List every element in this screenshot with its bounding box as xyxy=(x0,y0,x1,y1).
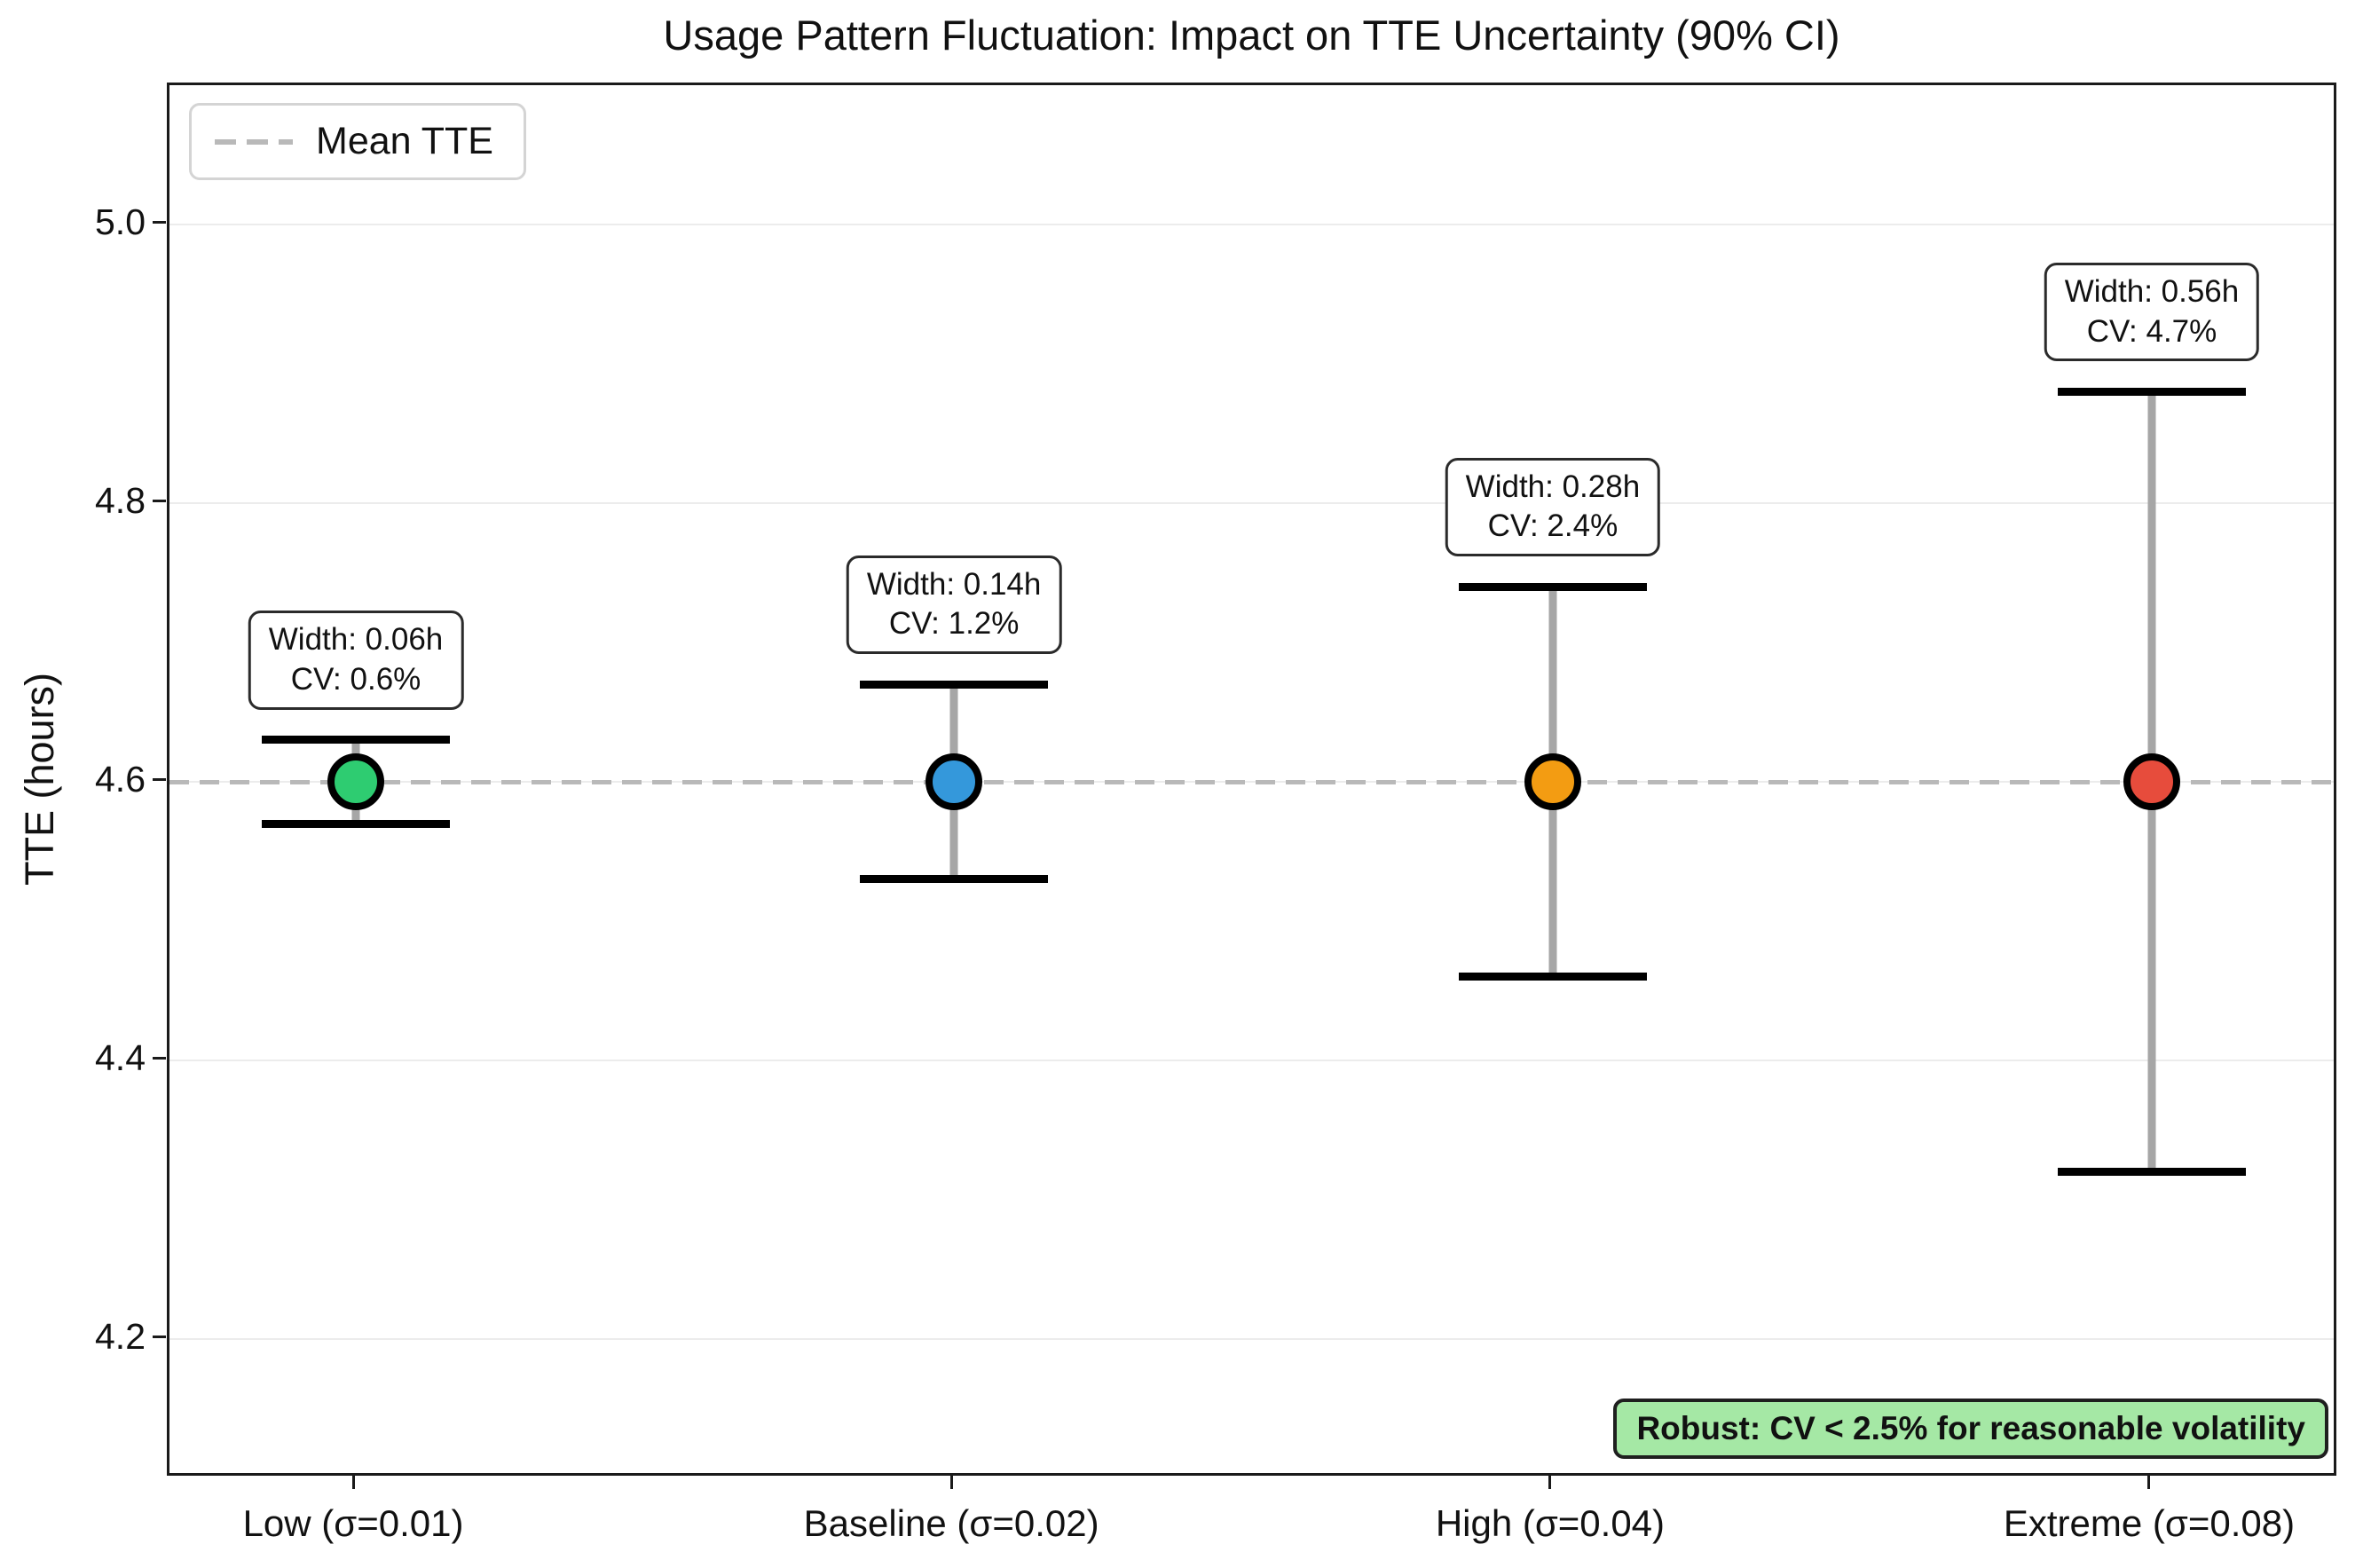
x-tick-mark xyxy=(949,1476,953,1489)
y-tick-mark xyxy=(153,220,166,224)
annotation-cv-label: CV: 1.2% xyxy=(888,606,1020,642)
error-bar-cap-top xyxy=(2057,387,2246,396)
data-point-dot xyxy=(2123,753,2180,810)
grid-line xyxy=(169,224,2334,225)
robust-badge: Robust: CV < 2.5% for reasonable volatil… xyxy=(1613,1399,2328,1459)
error-bar-cap-top xyxy=(1458,582,1647,591)
y-tick-label: 5.0 xyxy=(95,201,146,242)
error-bar-cap-top xyxy=(262,736,451,745)
y-tick-label: 4.8 xyxy=(95,480,146,521)
grid-line xyxy=(169,1338,2334,1340)
legend-label: Mean TTE xyxy=(316,120,493,162)
data-point-dot xyxy=(926,753,983,810)
annotation-width-label: Width: 0.56h xyxy=(2064,273,2240,309)
error-bar-cap-top xyxy=(860,680,1049,689)
annotation-width-label: Width: 0.06h xyxy=(268,622,444,658)
x-tick-mark xyxy=(2147,1476,2151,1489)
annotation-cv-label: CV: 4.7% xyxy=(2086,313,2217,349)
error-bar-cap-bottom xyxy=(2057,1168,2246,1177)
x-tick-label: High (σ=0.04) xyxy=(1435,1502,1666,1544)
annotation-box: Width: 0.14h CV: 1.2% xyxy=(846,555,1062,655)
chart-title: Usage Pattern Fluctuation: Impact on TTE… xyxy=(663,12,1840,59)
mean-tte-line xyxy=(169,779,2334,784)
x-tick-mark xyxy=(1548,1476,1552,1489)
annotation-width-label: Width: 0.28h xyxy=(1465,469,1641,504)
error-bar-cap-bottom xyxy=(262,819,451,828)
annotation-box: Width: 0.56h CV: 4.7% xyxy=(2044,262,2260,362)
annotation-cv-label: CV: 2.4% xyxy=(1487,508,1619,544)
x-tick-mark xyxy=(351,1476,355,1489)
y-tick-mark xyxy=(153,499,166,502)
y-tick-mark xyxy=(153,1335,166,1338)
y-tick-mark xyxy=(153,1056,166,1060)
x-tick-label: Low (σ=0.01) xyxy=(242,1502,464,1544)
grid-line xyxy=(169,1060,2334,1061)
grid-line xyxy=(169,502,2334,504)
y-tick-mark xyxy=(153,777,166,781)
data-point-dot xyxy=(327,753,385,810)
y-tick-label: 4.4 xyxy=(95,1037,146,1078)
annotation-box: Width: 0.28h CV: 2.4% xyxy=(1445,457,1661,557)
legend: Mean TTE xyxy=(189,103,526,180)
plot-area: Mean TTE Robust: CV < 2.5% for reasonabl… xyxy=(167,83,2336,1476)
annotation-box: Width: 0.06h CV: 0.6% xyxy=(248,611,464,710)
data-point-dot xyxy=(1524,753,1581,810)
y-tick-label: 4.6 xyxy=(95,759,146,800)
dashed-line-legend-swatch xyxy=(215,138,293,145)
x-tick-label: Baseline (σ=0.02) xyxy=(803,1502,1099,1544)
x-tick-label: Extreme (σ=0.08) xyxy=(2003,1502,2296,1544)
error-bar-cap-bottom xyxy=(860,875,1049,884)
y-tick-label: 4.2 xyxy=(95,1316,146,1357)
error-bar-cap-bottom xyxy=(1458,973,1647,981)
annotation-width-label: Width: 0.14h xyxy=(866,566,1042,602)
annotation-cv-label: CV: 0.6% xyxy=(290,662,421,697)
